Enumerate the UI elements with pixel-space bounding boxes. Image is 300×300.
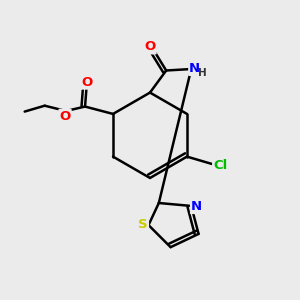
Text: N: N xyxy=(191,200,202,213)
Text: Cl: Cl xyxy=(213,159,227,172)
Text: O: O xyxy=(59,110,71,123)
Text: N: N xyxy=(189,62,200,75)
Text: O: O xyxy=(144,40,156,53)
Text: H: H xyxy=(198,68,207,78)
Text: S: S xyxy=(138,218,148,231)
Text: O: O xyxy=(81,76,92,88)
